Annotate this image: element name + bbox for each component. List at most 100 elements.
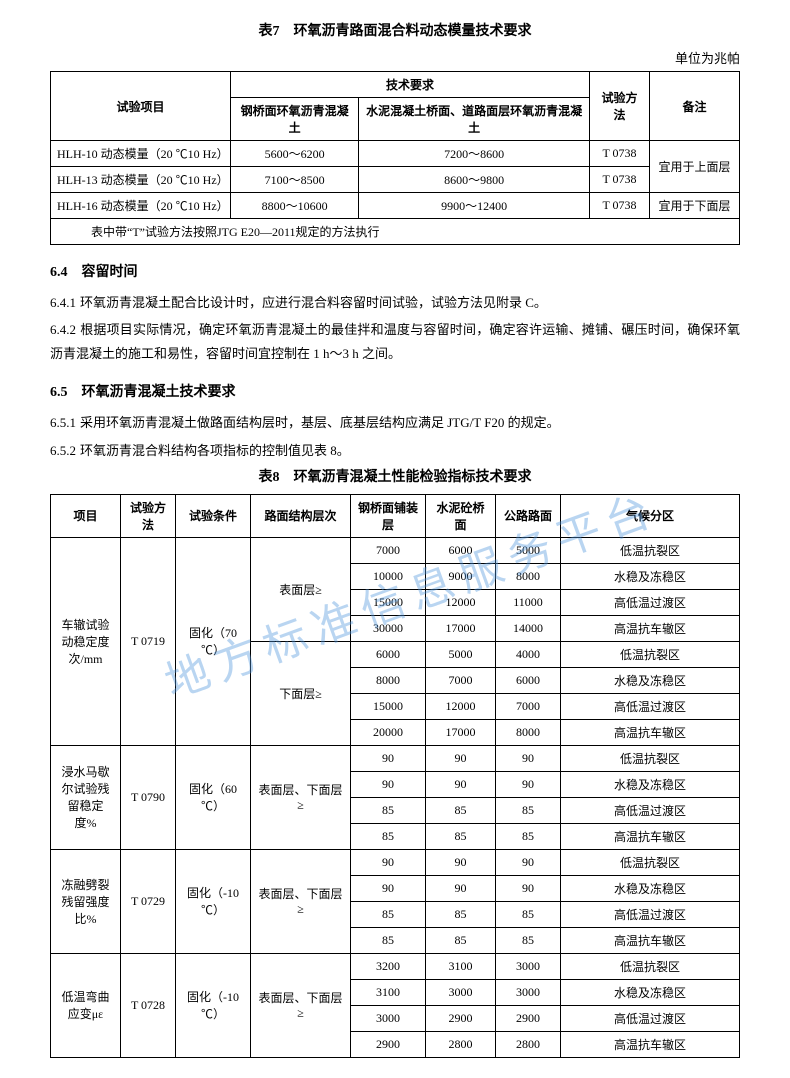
table-row: 低温弯曲应变με T 0728 固化（-10 ℃） 表面层、下面层≥ 32003… bbox=[51, 953, 740, 979]
cell: 3000 bbox=[496, 979, 561, 1005]
cell: 9000 bbox=[426, 563, 496, 589]
cell: 高低温过渡区 bbox=[561, 1005, 740, 1031]
cell: 85 bbox=[496, 823, 561, 849]
table7-title: 表7 环氧沥青路面混合料动态模量技术要求 bbox=[50, 20, 740, 40]
cell: 低温抗裂区 bbox=[561, 745, 740, 771]
cell: 6000 bbox=[426, 537, 496, 563]
cell: 2800 bbox=[496, 1031, 561, 1057]
t8-h8: 气候分区 bbox=[561, 494, 740, 537]
para-text: 根据项目实际情况，确定环氧沥青混凝土的最佳拌和温度与容留时间，确定容许运输、摊铺… bbox=[50, 322, 740, 360]
t8-h5: 钢桥面铺装层 bbox=[351, 494, 426, 537]
t8-h7: 公路路面 bbox=[496, 494, 561, 537]
cell: 表面层、下面层≥ bbox=[251, 745, 351, 849]
cell: 8600～9800 bbox=[359, 167, 590, 193]
t8-h3: 试验条件 bbox=[176, 494, 251, 537]
cell: 5000 bbox=[496, 537, 561, 563]
cell: 85 bbox=[496, 797, 561, 823]
cell: 2900 bbox=[426, 1005, 496, 1031]
table8: 项目 试验方法 试验条件 路面结构层次 钢桥面铺装层 水泥砼桥面 公路路面 气候… bbox=[50, 494, 740, 1058]
cell: 3000 bbox=[426, 979, 496, 1005]
table-row: HLH-10 动态模量（20 ℃10 Hz） 5600～6200 7200～86… bbox=[51, 141, 740, 167]
cell: 85 bbox=[496, 927, 561, 953]
cell: 85 bbox=[351, 927, 426, 953]
cell: 85 bbox=[426, 823, 496, 849]
cell: 14000 bbox=[496, 615, 561, 641]
cell: 固化（70 ℃） bbox=[176, 537, 251, 745]
cell: 4000 bbox=[496, 641, 561, 667]
para-num: 6.5.1 bbox=[50, 411, 76, 434]
t7-footnote: 表中带“T”试验方法按照JTG E20—2011规定的方法执行 bbox=[51, 219, 740, 245]
cell: 8000 bbox=[496, 563, 561, 589]
cell: 6000 bbox=[351, 641, 426, 667]
cell: 低温抗裂区 bbox=[561, 953, 740, 979]
cell: HLH-16 动态模量（20 ℃10 Hz） bbox=[51, 193, 231, 219]
cell: 7000 bbox=[496, 693, 561, 719]
cell: 2900 bbox=[351, 1031, 426, 1057]
cell: 85 bbox=[426, 901, 496, 927]
cell: 7100～8500 bbox=[231, 167, 359, 193]
cell: T 0790 bbox=[121, 745, 176, 849]
cell: 3100 bbox=[351, 979, 426, 1005]
table-row: HLH-16 动态模量（20 ℃10 Hz） 8800～10600 9900～1… bbox=[51, 193, 740, 219]
t8-h1: 项目 bbox=[51, 494, 121, 537]
cell: 10000 bbox=[351, 563, 426, 589]
cell: 宜用于上面层 bbox=[650, 141, 740, 193]
table8-title: 表8 环氧沥青混凝土性能检验指标技术要求 bbox=[50, 466, 740, 486]
cell: 90 bbox=[496, 849, 561, 875]
para-text: 环氧沥青混凝土配合比设计时，应进行混合料容留时间试验，试验方法见附录 C。 bbox=[80, 295, 547, 310]
cell: 90 bbox=[496, 875, 561, 901]
cell: 12000 bbox=[426, 589, 496, 615]
table-row: 冻融劈裂残留强度比% T 0729 固化（-10 ℃） 表面层、下面层≥ 909… bbox=[51, 849, 740, 875]
cell: 3200 bbox=[351, 953, 426, 979]
cell: 15000 bbox=[351, 589, 426, 615]
cell: 车辙试验动稳定度次/mm bbox=[51, 537, 121, 745]
cell: T 0719 bbox=[121, 537, 176, 745]
cell: 9900～12400 bbox=[359, 193, 590, 219]
cell: 高低温过渡区 bbox=[561, 589, 740, 615]
cell: 表面层、下面层≥ bbox=[251, 849, 351, 953]
cell: 高温抗车辙区 bbox=[561, 719, 740, 745]
cell: 85 bbox=[426, 927, 496, 953]
para-num: 6.4.1 bbox=[50, 291, 76, 314]
cell: 高低温过渡区 bbox=[561, 901, 740, 927]
cell: 浸水马歇尔试验残留稳定度% bbox=[51, 745, 121, 849]
cell: T 0738 bbox=[590, 193, 650, 219]
table-row: 浸水马歇尔试验残留稳定度% T 0790 固化（60 ℃） 表面层、下面层≥ 9… bbox=[51, 745, 740, 771]
cell: 85 bbox=[351, 823, 426, 849]
cell: 8800～10600 bbox=[231, 193, 359, 219]
t7-h2g: 技术要求 bbox=[231, 72, 590, 98]
cell: 90 bbox=[496, 745, 561, 771]
cell: 水稳及冻稳区 bbox=[561, 563, 740, 589]
cell: 7000 bbox=[351, 537, 426, 563]
cell: 水稳及冻稳区 bbox=[561, 979, 740, 1005]
para-num: 6.5.2 bbox=[50, 439, 76, 462]
cell: 低温抗裂区 bbox=[561, 537, 740, 563]
cell: 宜用于下面层 bbox=[650, 193, 740, 219]
cell: 85 bbox=[351, 901, 426, 927]
cell: T 0738 bbox=[590, 141, 650, 167]
cell: 90 bbox=[426, 875, 496, 901]
cell: T 0738 bbox=[590, 167, 650, 193]
para-652: 6.5.2环氧沥青混合料结构各项指标的控制值见表 8。 bbox=[50, 439, 740, 462]
t8-header-row: 项目 试验方法 试验条件 路面结构层次 钢桥面铺装层 水泥砼桥面 公路路面 气候… bbox=[51, 494, 740, 537]
cell: 30000 bbox=[351, 615, 426, 641]
para-642: 6.4.2根据项目实际情况，确定环氧沥青混凝土的最佳拌和温度与容留时间，确定容许… bbox=[50, 318, 740, 365]
cell: 85 bbox=[496, 901, 561, 927]
t8-h6: 水泥砼桥面 bbox=[426, 494, 496, 537]
section-64-heading: 6.4 容留时间 bbox=[50, 261, 740, 281]
table7-unit: 单位为兆帕 bbox=[50, 48, 740, 67]
cell: 高温抗车辙区 bbox=[561, 927, 740, 953]
cell: 20000 bbox=[351, 719, 426, 745]
section-65-heading: 6.5 环氧沥青混凝土技术要求 bbox=[50, 381, 740, 401]
cell: 90 bbox=[351, 875, 426, 901]
cell: 17000 bbox=[426, 719, 496, 745]
cell: T 0728 bbox=[121, 953, 176, 1057]
cell: 90 bbox=[426, 849, 496, 875]
cell: 3100 bbox=[426, 953, 496, 979]
cell: 高温抗车辙区 bbox=[561, 615, 740, 641]
cell: 2900 bbox=[496, 1005, 561, 1031]
cell: T 0729 bbox=[121, 849, 176, 953]
cell: 90 bbox=[351, 849, 426, 875]
t7-h2b: 水泥混凝土桥面、道路面层环氧沥青混凝土 bbox=[359, 98, 590, 141]
cell: 低温抗裂区 bbox=[561, 641, 740, 667]
